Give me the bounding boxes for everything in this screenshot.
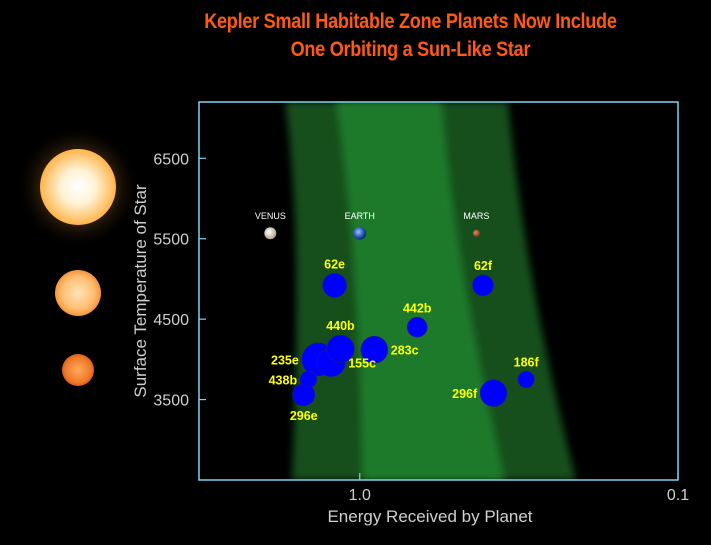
earth-icon	[353, 226, 367, 240]
planet-label: 296f	[452, 387, 478, 401]
planet-label: 442b	[403, 301, 432, 315]
y-tick-label: 3500	[153, 393, 189, 410]
planet-labels: 62e 62f 442b 440b 283c 235e 155c 438b 186f 296f 29…	[269, 257, 540, 422]
planet-marker	[360, 335, 389, 364]
planet-label: 62f	[474, 259, 493, 273]
planet-marker	[479, 379, 508, 407]
planet-marker	[322, 273, 347, 298]
planet-label: 296e	[290, 409, 318, 423]
reference-planet-label: VENUS	[255, 211, 286, 221]
large-star-icon	[40, 149, 116, 225]
planet-label: 235e	[271, 353, 299, 367]
planet-marker	[326, 334, 355, 363]
planet-marker	[472, 274, 494, 297]
title-line-2: One Orbiting a Sun-Like Star	[290, 38, 531, 61]
habitable-zone-inner-band	[336, 102, 505, 480]
x-axis-title: Energy Received by Planet	[327, 507, 532, 526]
planet-marker	[406, 316, 428, 338]
reference-planet-label: MARS	[463, 211, 489, 221]
mars-icon	[472, 229, 480, 237]
x-tick-label: 1.0	[349, 487, 371, 504]
plot-area: VENUS EARTH MARS	[199, 102, 678, 480]
star-column	[16, 125, 140, 386]
planet-label: 440b	[326, 319, 355, 333]
reference-planet-label: EARTH	[345, 211, 375, 221]
planet-marker	[517, 370, 535, 388]
medium-star-icon	[55, 270, 101, 316]
reference-planets: VENUS EARTH MARS	[255, 211, 489, 240]
title-line-1: Kepler Small Habitable Zone Planets Now …	[204, 10, 617, 33]
x-tick-label: 0.1	[667, 487, 689, 504]
y-tick-label: 4500	[153, 312, 189, 329]
planet-label: 283c	[391, 344, 419, 358]
y-tick-label: 5500	[153, 232, 189, 249]
y-axis-ticks: 3500 4500 5500 6500	[153, 151, 206, 410]
planet-label: 186f	[514, 355, 540, 369]
planet-markers	[292, 273, 535, 407]
planet-marker	[299, 370, 317, 389]
small-star-icon	[62, 354, 94, 386]
y-tick-label: 6500	[153, 151, 189, 168]
planet-label: 438b	[269, 373, 298, 387]
y-axis-title: Surface Temperature of Star	[131, 184, 150, 398]
planet-label: 155c	[348, 357, 376, 371]
planet-label: 62e	[324, 257, 345, 271]
plot-frame	[198, 101, 679, 481]
venus-icon	[264, 227, 277, 240]
x-axis-ticks: 1.0 0.1	[349, 473, 689, 504]
chart-title: Kepler Small Habitable Zone Planets Now …	[57, 8, 668, 64]
